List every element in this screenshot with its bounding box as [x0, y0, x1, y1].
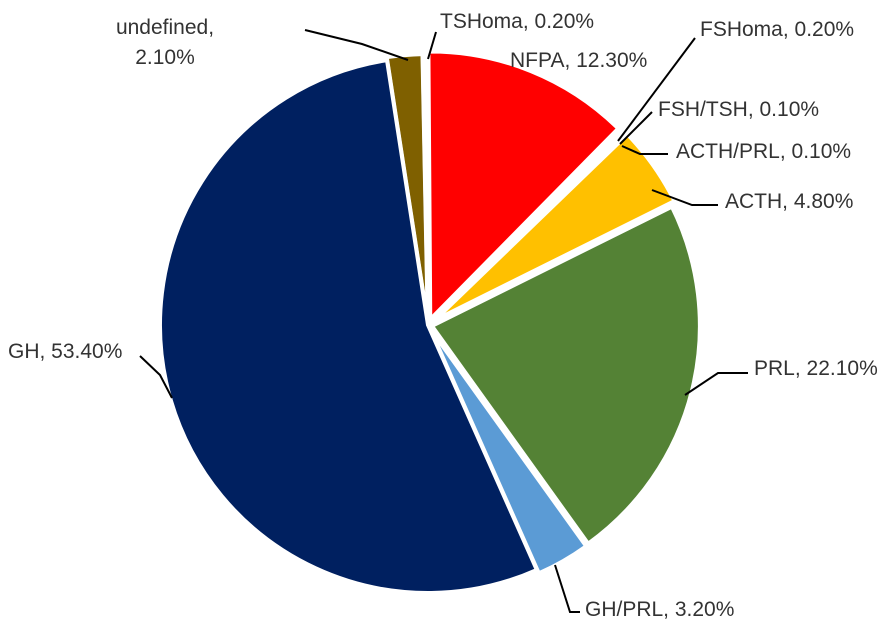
- leader-line-fsh-tsh: [619, 111, 653, 145]
- pie-slice-tshoma: [420, 54, 430, 326]
- pie-slice-gh-prl: [428, 327, 590, 577]
- pie-slice-nfpa: [426, 49, 622, 325]
- data-label-gh-prl: GH/PRL, 3.20%: [585, 598, 734, 621]
- data-label-fsh-tsh: FSH/TSH, 0.10%: [658, 98, 819, 121]
- data-label-fshoma: FSHoma, 0.20%: [700, 18, 854, 41]
- data-label-undefined: undefined, 2.10%: [116, 16, 214, 69]
- pie-slice-acth: [433, 131, 678, 323]
- data-label-acth: ACTH, 4.80%: [725, 190, 853, 213]
- leader-line-tshoma: [427, 31, 437, 60]
- leader-line-fshoma: [617, 37, 696, 142]
- leader-lines: [139, 29, 748, 613]
- data-labels: undefined, 2.10% TSHoma, 0.20% NFPA, 12.30%…: [8, 10, 878, 621]
- pie-slices: [158, 49, 702, 595]
- leader-line-gh: [139, 355, 173, 399]
- leader-line-acth: [651, 189, 718, 206]
- leader-line-undefined: [304, 29, 409, 61]
- data-label-nfpa: NFPA, 12.30%: [510, 49, 647, 72]
- leader-line-acth-prl: [621, 145, 668, 155]
- data-label-tshoma: TSHoma, 0.20%: [440, 10, 594, 33]
- data-label-prl: PRL, 22.10%: [754, 357, 878, 380]
- leader-line-gh-prl: [554, 564, 580, 613]
- pie-slice-gh: [158, 57, 540, 595]
- data-label-acth-prl: ACTH/PRL, 0.10%: [676, 140, 851, 163]
- leader-line-prl: [684, 372, 748, 396]
- data-label-gh: GH, 53.40%: [8, 340, 122, 363]
